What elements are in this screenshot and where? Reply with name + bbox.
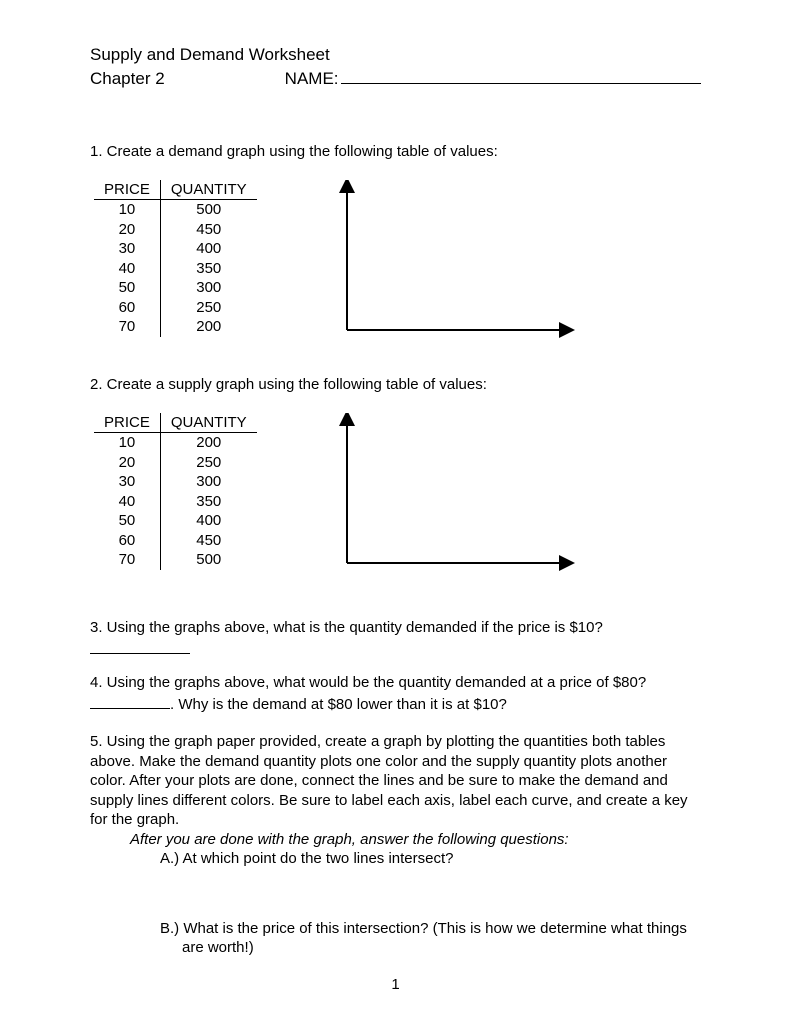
table-cell: 400 <box>160 511 256 531</box>
name-label: NAME: <box>285 68 339 90</box>
table-cell: 350 <box>160 492 256 512</box>
table-row: 30300 <box>94 472 257 492</box>
table-header: PRICE <box>94 413 160 433</box>
table-cell: 60 <box>94 531 160 551</box>
table-cell: 200 <box>160 317 256 337</box>
question-4b-text: . Why is the demand at $80 lower than it… <box>170 696 507 713</box>
table-cell: 400 <box>160 239 256 259</box>
chapter-label: Chapter 2 <box>90 68 165 90</box>
answer-blank-3[interactable] <box>90 638 190 654</box>
table-cell: 250 <box>160 298 256 318</box>
table-header: QUANTITY <box>160 413 256 433</box>
table-cell: 20 <box>94 453 160 473</box>
answer-blank-4[interactable] <box>90 693 170 709</box>
table-header: QUANTITY <box>160 180 256 200</box>
table-row: 50300 <box>94 278 257 298</box>
question-5b: B.) What is the price of this intersecti… <box>160 919 701 958</box>
table-row: 10200 <box>94 433 257 453</box>
table-cell: 30 <box>94 239 160 259</box>
table-row: 40350 <box>94 259 257 279</box>
table-cell: 40 <box>94 259 160 279</box>
table-cell: 10 <box>94 200 160 220</box>
chapter-row: Chapter 2 NAME: <box>90 66 701 90</box>
table-cell: 450 <box>160 531 256 551</box>
table-cell: 20 <box>94 220 160 240</box>
table-row: 60450 <box>94 531 257 551</box>
question-5: 5. Using the graph paper provided, creat… <box>90 732 701 958</box>
table-cell: 50 <box>94 278 160 298</box>
table-header: PRICE <box>94 180 160 200</box>
table-row: 70200 <box>94 317 257 337</box>
table-cell: 70 <box>94 550 160 570</box>
table-row: 20250 <box>94 453 257 473</box>
table-row: 60250 <box>94 298 257 318</box>
table-cell: 500 <box>160 200 256 220</box>
worksheet-title: Supply and Demand Worksheet <box>90 44 701 66</box>
question-3: 3. Using the graphs above, what is the q… <box>90 618 701 659</box>
question-5a: A.) At which point do the two lines inte… <box>160 849 701 869</box>
table-cell: 200 <box>160 433 256 453</box>
table-row: 70500 <box>94 550 257 570</box>
header: Supply and Demand Worksheet Chapter 2 NA… <box>90 44 701 90</box>
table-cell: 450 <box>160 220 256 240</box>
table-cell: 300 <box>160 472 256 492</box>
table-cell: 250 <box>160 453 256 473</box>
question-3-text: 3. Using the graphs above, what is the q… <box>90 619 603 636</box>
question-4: 4. Using the graphs above, what would be… <box>90 673 701 714</box>
question-2-text: 2. Create a supply graph using the follo… <box>90 375 701 395</box>
table-cell: 10 <box>94 433 160 453</box>
table-row: 30400 <box>94 239 257 259</box>
table-row: 20450 <box>94 220 257 240</box>
question-1-section: PRICE QUANTITY 1050020450304004035050300… <box>90 180 701 346</box>
blank-axes-2 <box>337 413 577 579</box>
question-4a-text: 4. Using the graphs above, what would be… <box>90 674 646 691</box>
question-2-section: PRICE QUANTITY 1020020250303004035050400… <box>90 413 701 579</box>
question-5-text: 5. Using the graph paper provided, creat… <box>90 733 688 828</box>
table-row: 40350 <box>94 492 257 512</box>
table-cell: 350 <box>160 259 256 279</box>
demand-table: PRICE QUANTITY 1050020450304004035050300… <box>94 180 257 337</box>
table-cell: 300 <box>160 278 256 298</box>
table-cell: 60 <box>94 298 160 318</box>
table-cell: 40 <box>94 492 160 512</box>
axes-svg <box>337 180 577 340</box>
worksheet-page: Supply and Demand Worksheet Chapter 2 NA… <box>0 0 791 1024</box>
axes-svg <box>337 413 577 573</box>
table-cell: 70 <box>94 317 160 337</box>
table-cell: 500 <box>160 550 256 570</box>
table-row: 10500 <box>94 200 257 220</box>
table-row: 50400 <box>94 511 257 531</box>
table-cell: 50 <box>94 511 160 531</box>
page-number: 1 <box>0 975 791 995</box>
blank-axes-1 <box>337 180 577 346</box>
supply-table: PRICE QUANTITY 1020020250303004035050400… <box>94 413 257 570</box>
question-5-italic: After you are done with the graph, answe… <box>130 830 701 850</box>
table-cell: 30 <box>94 472 160 492</box>
question-1-text: 1. Create a demand graph using the follo… <box>90 142 701 162</box>
name-blank[interactable] <box>341 66 701 84</box>
